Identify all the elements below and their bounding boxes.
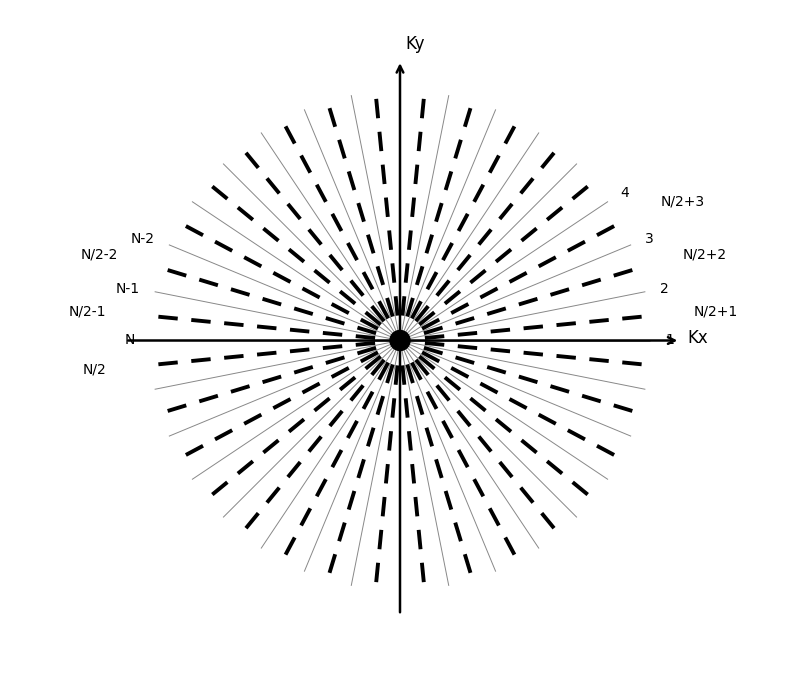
Text: N: N: [125, 334, 135, 347]
Text: 4: 4: [621, 186, 630, 200]
Text: Kx: Kx: [688, 329, 709, 347]
Text: N/2+3: N/2+3: [660, 194, 705, 208]
Text: N-2: N-2: [131, 232, 155, 246]
Text: N/2: N/2: [82, 362, 106, 377]
Text: Ky: Ky: [405, 35, 425, 53]
Text: N/2+1: N/2+1: [694, 304, 738, 319]
Text: N/2-2: N/2-2: [80, 248, 118, 262]
Text: N/2-1: N/2-1: [69, 304, 106, 319]
Text: N/2+2: N/2+2: [682, 248, 726, 262]
Text: 1: 1: [665, 334, 674, 347]
Text: N-1: N-1: [116, 282, 140, 296]
Text: 3: 3: [645, 232, 654, 246]
Circle shape: [390, 330, 410, 351]
Text: 2: 2: [660, 282, 669, 296]
